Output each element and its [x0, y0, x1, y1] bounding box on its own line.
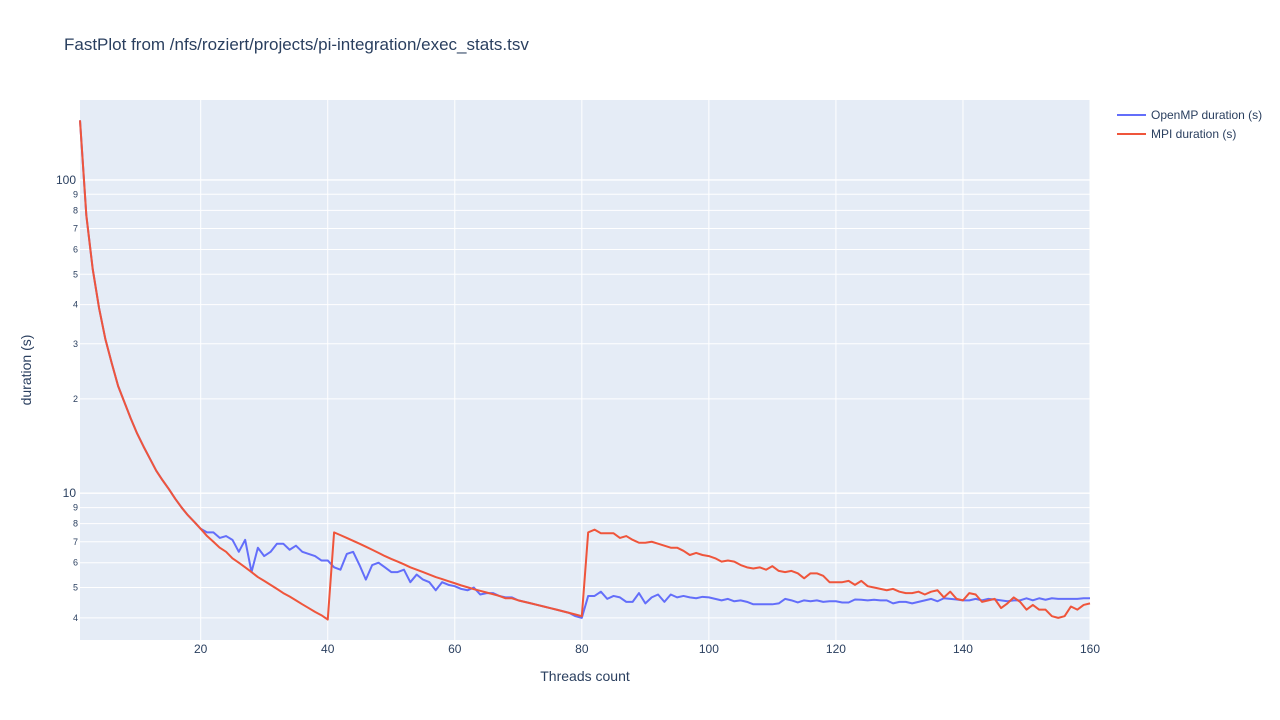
x-tick-label: 140: [953, 642, 973, 656]
x-tick-label: 20: [194, 642, 208, 656]
y-minor-tick-label: 4: [73, 613, 78, 623]
y-minor-tick-label: 8: [73, 205, 78, 215]
y-minor-tick-label: 8: [73, 519, 78, 529]
y-minor-tick-label: 6: [73, 558, 78, 568]
plot-area: [80, 100, 1090, 640]
y-minor-tick-label: 7: [73, 223, 78, 233]
y-minor-tick-label: 7: [73, 537, 78, 547]
x-tick-label: 80: [575, 642, 589, 656]
legend-entry[interactable]: OpenMP duration (s): [1151, 108, 1262, 122]
series-line-mpi: [79, 120, 1091, 621]
y-minor-tick-label: 2: [73, 394, 78, 404]
grid-lines: [80, 100, 1091, 640]
x-tick-label: 60: [448, 642, 462, 656]
legend-entry[interactable]: MPI duration (s): [1151, 127, 1236, 141]
y-minor-tick-label: 5: [73, 269, 78, 279]
x-tick-label: 100: [699, 642, 719, 656]
y-tick-label: 100: [56, 173, 76, 187]
x-axis-title: Threads count: [540, 668, 630, 684]
y-minor-tick-label: 4: [73, 300, 78, 310]
y-minor-tick-label: 9: [73, 189, 78, 199]
y-minor-tick-label: 9: [73, 503, 78, 513]
y-minor-tick-label: 5: [73, 583, 78, 593]
y-tick-label: 10: [63, 486, 77, 500]
x-tick-label: 160: [1080, 642, 1100, 656]
x-tick-label: 120: [826, 642, 846, 656]
y-tick-labels: 4 5 6 7 8 9 2 3 4 5 6 7 8 9 10 100: [56, 173, 78, 623]
chart-title: FastPlot from /nfs/roziert/projects/pi-i…: [64, 35, 529, 54]
y-minor-tick-label: 6: [73, 244, 78, 254]
series-lines: [79, 120, 1091, 621]
y-axis-title: duration (s): [18, 335, 34, 406]
x-tick-labels: 20 40 60 80 100 120 140 160: [194, 642, 1100, 656]
x-tick-label: 40: [321, 642, 335, 656]
y-minor-tick-label: 3: [73, 339, 78, 349]
legend: OpenMP duration (s) MPI duration (s): [1117, 108, 1262, 141]
series-line-openmp: [79, 120, 1090, 619]
